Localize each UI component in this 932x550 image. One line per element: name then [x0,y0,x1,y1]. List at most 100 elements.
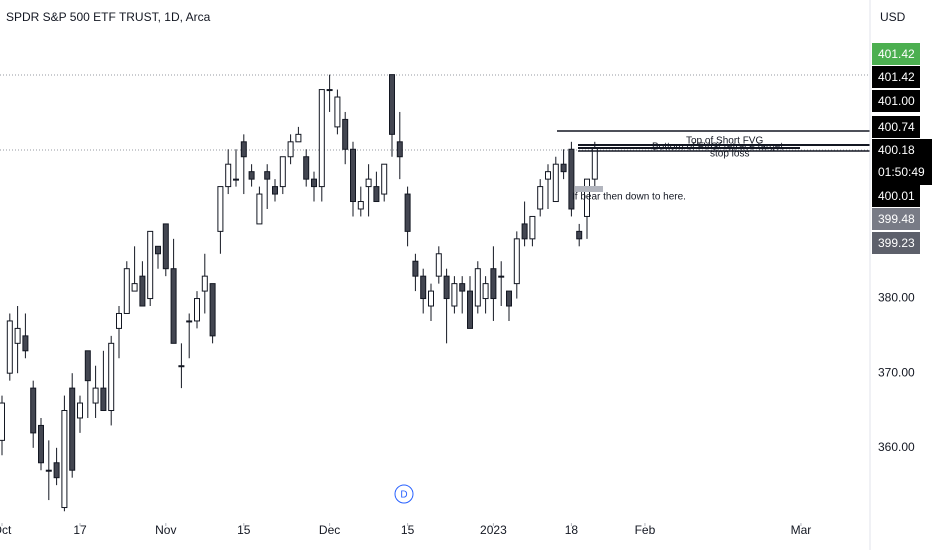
candle-body [560,163,567,173]
x-tick-label: 17 [73,523,87,537]
candle-body [295,133,302,143]
candle-body [568,148,575,210]
candle-body [201,275,208,292]
price-label-box [872,208,920,230]
candle-body [537,186,544,210]
candle-body [365,178,372,188]
candle-body [279,156,286,188]
candle-body [225,163,232,188]
price-label: 400.74 [878,120,915,134]
candle-body [53,462,60,479]
candle-body [389,74,395,135]
candle-body [61,410,68,509]
candle-body [92,387,99,404]
candle-body [451,283,458,307]
candle-body [467,290,473,329]
price-label-box [872,185,920,207]
currency-label: USD [880,10,906,24]
x-tick-label: Oct [0,523,12,537]
candle-body [272,186,278,195]
candle-body [178,365,185,368]
candle-body [576,230,583,240]
interval-button[interactable] [394,484,414,504]
price-label: 401.00 [878,94,915,108]
candle-body [77,402,83,419]
candle-body [139,275,146,307]
candle-body [474,268,481,307]
candle-body [443,275,450,300]
candle-body [69,387,76,471]
candle-body [326,89,333,92]
candle-body [506,290,512,307]
x-tick-label: Feb [635,523,656,537]
candle-body [108,342,115,412]
price-label-box [872,232,920,254]
x-tick-label: Mar [791,523,812,537]
x-tick-label: Dec [319,523,340,537]
candle-body [428,290,434,307]
candle-body [545,171,551,180]
x-tick-label: 15 [401,523,415,537]
candle-body [334,96,341,128]
candle-body [155,245,161,255]
candle-body [342,118,349,150]
x-tick-label: 2023 [480,523,507,537]
axis-labels: 360.00 370.00 380.00 401.42 401.42 401.00 400.… [872,43,932,454]
candle-body [498,275,505,278]
y-tick-label: 380.00 [878,291,915,305]
candle-body [116,312,122,329]
annotation: If bear then down to here. [572,192,686,203]
price-label: 400.18 [878,143,915,157]
candle-body [584,178,590,217]
candle-body [217,186,224,232]
candle-body [22,335,29,352]
price-label-box [872,43,920,65]
candle-body [186,320,193,323]
candle-body [100,387,107,412]
interval-button-label[interactable]: D [400,490,407,501]
candle-body [194,298,200,322]
candle-body [350,148,356,203]
candle-body [412,260,419,277]
candle-body [591,147,598,180]
target-box [575,186,603,192]
price-label: 401.42 [878,47,915,61]
candle-body [482,283,489,300]
x-tick-label: Nov [155,523,176,537]
candle-body [381,163,388,195]
candle-body [287,141,294,158]
candle-body [264,171,271,180]
candle-body [396,141,403,158]
candle-body [357,201,364,210]
y-tick-label: 360.00 [878,440,915,454]
candle-body [30,387,37,434]
price-label-box [872,66,920,88]
candle-body [170,268,177,344]
chart-title: SPDR S&P 500 ETF TRUST, 1D, Arca [6,10,211,24]
annotation: Bottom of FVG/ retrace target [652,142,783,153]
candles [0,74,598,512]
candle-body [435,253,442,277]
candle-body [513,238,520,285]
x-tick-label: 18 [565,523,579,537]
candle-body [45,469,52,472]
candle-body [303,156,310,180]
price-label-box [872,90,920,112]
candle-body [420,275,427,300]
price-label-box [872,116,920,138]
price-label: 401.42 [878,70,915,84]
candle-body [162,223,169,270]
candle-body [311,178,317,188]
y-tick-label: 370.00 [878,365,915,379]
candle-body [0,402,5,441]
price-label: 400.01 [878,189,915,203]
annotation: Top of Short FVG [686,136,763,147]
candle-body [84,350,91,382]
candle-body [521,223,528,240]
price-label: 399.23 [878,236,915,250]
candle-body [248,171,255,180]
candle-body [318,89,325,188]
candle-body [123,268,130,314]
